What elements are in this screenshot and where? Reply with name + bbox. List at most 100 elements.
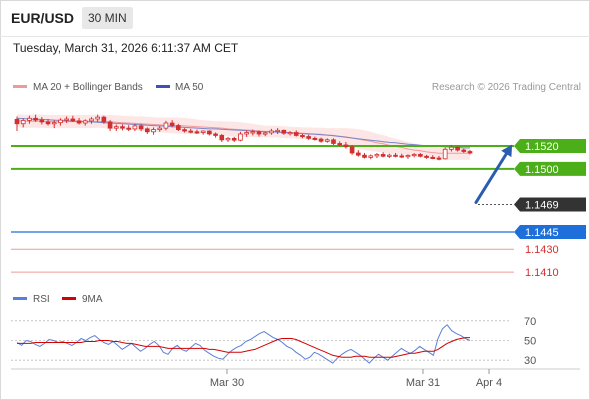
candle	[45, 119, 51, 126]
forecast-arrow-layer	[474, 144, 513, 204]
candle	[275, 128, 280, 134]
candle	[27, 115, 32, 124]
candle	[355, 150, 361, 157]
candle-body	[132, 125, 138, 130]
candles-layer	[14, 114, 473, 161]
candle-body	[138, 125, 144, 130]
candle	[405, 154, 411, 159]
legend-swatch-ma20	[13, 85, 27, 88]
chart-header: EUR/USD 30 MIN	[0, 0, 590, 36]
candle-body	[39, 119, 45, 123]
candle	[424, 154, 429, 159]
candle	[120, 124, 125, 131]
x-tick-label: Mar 31	[406, 377, 440, 389]
candle	[144, 127, 150, 134]
candle	[312, 136, 318, 141]
candle	[219, 133, 225, 143]
candle-body	[368, 155, 374, 158]
candle	[343, 142, 349, 149]
candle-body	[107, 121, 113, 129]
candle-body	[157, 127, 163, 130]
timestamp: Tuesday, March 31, 2026 6:11:37 AM CET	[13, 41, 239, 55]
rsi-legend: RSI 9MA	[13, 294, 103, 305]
candle-body	[461, 149, 467, 152]
candle-body	[362, 154, 367, 158]
level-label-1-1410: 1.1410	[525, 267, 559, 279]
level-label-1-1500: 1.1500	[514, 161, 586, 176]
candle	[95, 114, 100, 122]
candle-body	[182, 129, 187, 132]
candle-body	[455, 146, 460, 151]
candle	[349, 144, 355, 155]
candle-body	[374, 154, 380, 157]
candle	[449, 144, 454, 152]
candle-body	[33, 117, 38, 121]
candle	[318, 137, 324, 143]
level-label-text: 1.1520	[525, 141, 559, 153]
candle-body	[318, 138, 324, 142]
level-label-text: 1.1430	[525, 244, 559, 256]
candle	[418, 152, 423, 158]
candle	[374, 152, 380, 159]
candle-body	[256, 131, 262, 135]
candle	[262, 131, 268, 137]
candle-body	[207, 130, 212, 135]
x-tick-label: Mar 30	[210, 377, 244, 389]
timeframe-badge[interactable]: 30 MIN	[82, 7, 133, 29]
candle-body	[300, 135, 305, 138]
candle	[231, 136, 237, 143]
candle-body	[188, 130, 194, 133]
level-label-text: 1.1500	[525, 164, 559, 176]
legend-swatch-ma50	[156, 85, 170, 88]
ma50-line	[16, 117, 470, 149]
candle	[225, 136, 231, 143]
candle	[293, 130, 299, 137]
candle-body	[250, 131, 256, 134]
candle	[76, 117, 82, 125]
candle	[157, 125, 163, 132]
candle	[70, 115, 76, 122]
candle	[306, 134, 311, 140]
level-label-text: 1.1410	[525, 267, 559, 279]
credit-text: Research © 2026 Trading Central	[432, 82, 581, 93]
candle	[387, 153, 392, 159]
candle-body	[70, 118, 76, 122]
candle	[64, 116, 69, 124]
level-label-1-1430: 1.1430	[525, 244, 559, 256]
candle	[188, 128, 194, 134]
candle-body	[424, 155, 429, 158]
candle	[238, 131, 243, 142]
candle	[89, 117, 94, 124]
candle-body	[238, 133, 243, 141]
candle	[436, 155, 442, 161]
candle-body	[225, 137, 231, 141]
candle-body	[349, 146, 355, 154]
level-label-1-1445: 1.1445	[514, 225, 586, 239]
level-label-bg	[514, 161, 586, 176]
candle-body	[176, 125, 181, 130]
candle	[411, 152, 417, 158]
candle	[163, 120, 169, 131]
candle	[281, 129, 287, 135]
candle	[337, 141, 343, 147]
candle-body	[399, 155, 405, 158]
candle-body	[275, 129, 280, 132]
level-label-text: 1.1445	[525, 227, 559, 239]
candle-body	[293, 132, 299, 136]
candle	[430, 155, 436, 160]
candle	[362, 152, 367, 159]
candle-body	[312, 137, 318, 140]
candle	[461, 148, 467, 153]
legend-label-9ma: 9MA	[82, 294, 103, 305]
legend-label-ma50: MA 50	[175, 82, 204, 93]
candle-body	[436, 157, 442, 160]
level-label-1-1520: 1.1520	[514, 139, 586, 153]
candle-body	[27, 117, 32, 121]
candle	[399, 153, 405, 159]
candle	[132, 123, 138, 132]
candle-body	[355, 152, 361, 156]
level-label-1-1469: 1.1469	[514, 197, 586, 212]
candle-body	[213, 133, 218, 136]
candle-body	[405, 155, 411, 158]
